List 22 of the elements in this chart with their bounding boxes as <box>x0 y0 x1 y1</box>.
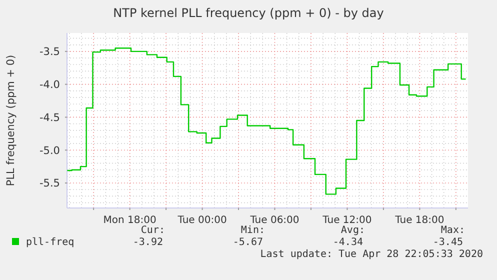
x-tick-label: Tue 12:00 <box>322 215 372 226</box>
y-tick-label: -5.0 <box>40 144 60 157</box>
text: Cur: <box>140 225 165 236</box>
y-tick-label: -4.5 <box>40 112 60 124</box>
text: -5.67 <box>232 237 263 248</box>
x-tick-label: Tue 00:00 <box>176 215 227 226</box>
y-axis-title: PLL frequency (ppm + 0) <box>5 54 17 186</box>
text: -4.34 <box>332 237 363 248</box>
x-tick-label: Tue 06:00 <box>249 215 300 226</box>
text: Min: <box>240 225 265 236</box>
y-tick-label: -4.0 <box>40 78 60 91</box>
text: -3.45 <box>432 237 463 248</box>
legend-label: pll-freq <box>26 237 74 248</box>
text: Max: <box>440 225 465 236</box>
text: -3.92 <box>132 237 163 248</box>
x-tick-label: Tue 18:00 <box>394 215 444 226</box>
text: Last update: Tue Apr 28 22:05:33 2020 <box>260 249 483 260</box>
y-tick-label: -5.5 <box>40 178 60 190</box>
chart-title: NTP kernel PLL frequency (ppm + 0) - by day <box>113 6 384 20</box>
y-tick-label: -3.5 <box>40 46 60 58</box>
text: Avg: <box>340 225 365 236</box>
x-tick-label: Mon 18:00 <box>103 215 156 226</box>
